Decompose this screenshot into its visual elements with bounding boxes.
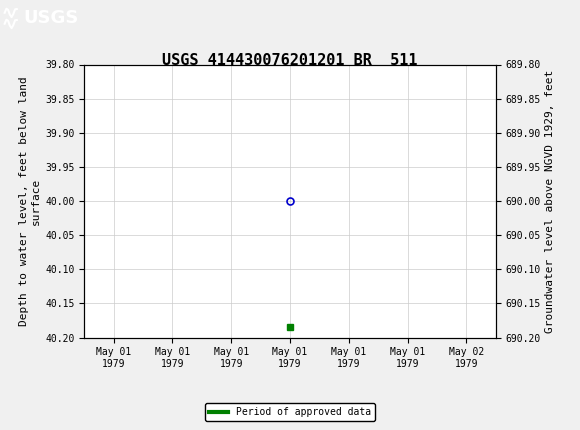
Text: ▪: ▪	[3, 4, 21, 32]
Y-axis label: Depth to water level, feet below land
surface: Depth to water level, feet below land su…	[19, 76, 41, 326]
Text: USGS 414430076201201 BR  511: USGS 414430076201201 BR 511	[162, 53, 418, 68]
Legend: Period of approved data: Period of approved data	[205, 403, 375, 421]
Text: USGS: USGS	[23, 9, 78, 27]
Y-axis label: Groundwater level above NGVD 1929, feet: Groundwater level above NGVD 1929, feet	[545, 69, 555, 333]
